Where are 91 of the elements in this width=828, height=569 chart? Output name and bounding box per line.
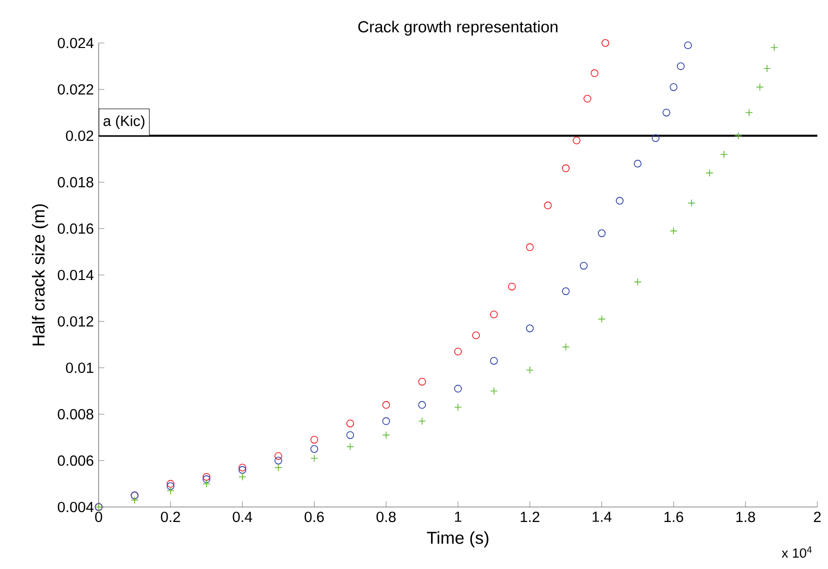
point (763, 64, 771, 72)
x-tick-label: 0.2 (160, 512, 180, 522)
point (310, 454, 318, 462)
y-tick-label: 0.018 (58, 177, 94, 188)
point (526, 366, 534, 374)
point (490, 356, 498, 365)
point (745, 108, 753, 116)
point (274, 456, 282, 464)
text: x 10$^{4}$ (782, 546, 812, 558)
chart-title: Crack growth representation (358, 20, 558, 36)
point (238, 466, 246, 474)
point (562, 164, 570, 172)
point (544, 202, 552, 210)
x-tick-label: 1 (455, 512, 462, 522)
point (688, 199, 696, 207)
point (706, 169, 714, 177)
y-tick-label: 0.012 (58, 316, 94, 327)
point (202, 480, 210, 488)
point (274, 464, 282, 472)
point (454, 403, 462, 412)
point (238, 464, 246, 472)
point (598, 315, 606, 323)
point (662, 108, 670, 116)
point (490, 310, 498, 318)
x-tick-label: 1.2 (520, 512, 540, 522)
point (166, 480, 174, 488)
point (508, 282, 516, 290)
point (382, 417, 390, 426)
y-axis-title: Half crack size (m) (32, 204, 48, 346)
x-tick-label: 1.6 (664, 512, 684, 522)
point (670, 83, 678, 91)
point (562, 343, 570, 351)
point (418, 378, 426, 386)
y-tick-label: 0.024 (58, 38, 94, 48)
ref-line-label: a (Kic) (104, 115, 144, 130)
point (310, 445, 318, 453)
point (580, 262, 588, 270)
y-tick-label: 0.016 (58, 223, 94, 234)
point (526, 324, 534, 332)
y-tick-label: 0.022 (58, 84, 94, 95)
point (202, 475, 210, 484)
x-tick-label: 0.8 (376, 512, 396, 522)
point (346, 431, 354, 439)
x-tick-label: 1.8 (736, 512, 756, 522)
point (526, 243, 534, 252)
y-tick-label: 0.006 (58, 455, 94, 466)
point (616, 196, 624, 205)
point (684, 41, 692, 50)
point (770, 44, 778, 52)
point (490, 387, 498, 395)
y-tick-label: 0.01 (66, 362, 94, 373)
point (454, 348, 462, 356)
point (572, 136, 580, 144)
point (454, 384, 462, 393)
point (130, 496, 138, 504)
point (598, 229, 606, 238)
x-axis-title: Time (s) (426, 531, 488, 548)
x-tick-label: 0 (95, 512, 102, 522)
point (274, 452, 282, 460)
point (382, 401, 390, 409)
point (756, 83, 764, 91)
point (590, 69, 598, 78)
x-tick-label: 2 (814, 512, 821, 522)
point (562, 287, 570, 296)
y-tick-label: 0.008 (58, 409, 94, 420)
point (310, 436, 318, 444)
point (382, 431, 390, 439)
point (634, 278, 642, 286)
point (676, 62, 685, 70)
point (418, 401, 426, 409)
point (734, 132, 742, 140)
point (634, 160, 642, 168)
x-tick-label: 0.6 (304, 512, 324, 522)
point (166, 482, 174, 490)
point (652, 134, 660, 142)
point (418, 417, 426, 426)
y-tick-label: 0.014 (58, 270, 94, 280)
point (601, 39, 610, 47)
point (238, 472, 246, 481)
y-tick-label: 0.02 (66, 130, 94, 141)
point (584, 94, 592, 103)
point (346, 420, 354, 428)
point (472, 331, 480, 340)
x-tick-label: 0.4 (232, 512, 252, 522)
y-tick-label: 0.004 (58, 502, 94, 512)
point (670, 227, 678, 235)
point (202, 472, 210, 481)
point (346, 442, 354, 451)
x-tick-label: 1.4 (592, 512, 612, 522)
point (166, 486, 174, 495)
point (720, 150, 728, 158)
